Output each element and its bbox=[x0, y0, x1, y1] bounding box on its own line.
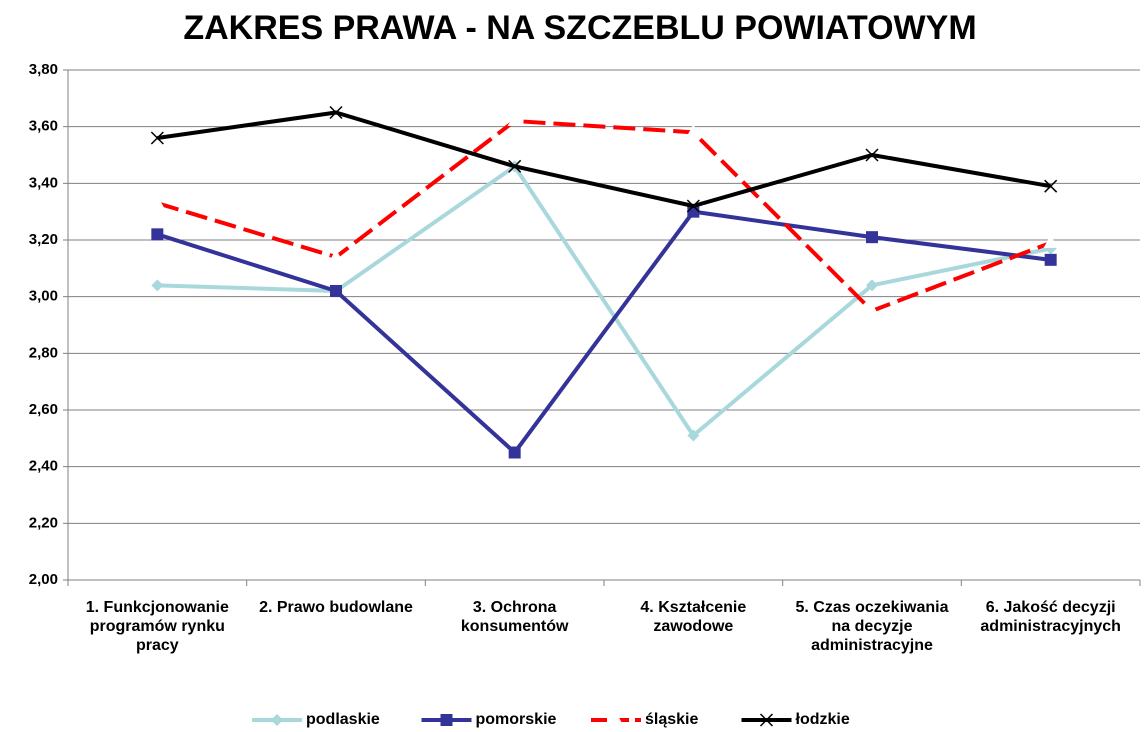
legend-label: śląskie bbox=[645, 711, 698, 728]
legend-item: podlaskie bbox=[252, 711, 380, 728]
y-tick-label: 2,80 bbox=[29, 344, 58, 361]
legend-marker bbox=[609, 712, 623, 725]
marker bbox=[1043, 234, 1058, 248]
x-tick-label: 4. Kształcenie zawodowe bbox=[640, 599, 747, 635]
marker bbox=[507, 113, 522, 126]
y-tick-label: 2,00 bbox=[29, 571, 58, 588]
series-line bbox=[157, 164, 1052, 438]
marker bbox=[329, 105, 343, 120]
y-tick-label: 2,40 bbox=[29, 458, 58, 475]
marker bbox=[508, 159, 522, 173]
marker bbox=[866, 231, 878, 244]
legend-item: śląskie bbox=[591, 711, 698, 728]
legend-marker bbox=[759, 713, 774, 727]
legend-marker bbox=[271, 714, 283, 726]
legend-item: pomorskie bbox=[421, 711, 557, 728]
series-line bbox=[157, 110, 1052, 208]
legend-marker bbox=[440, 714, 453, 726]
marker bbox=[150, 131, 164, 145]
marker bbox=[150, 195, 165, 209]
marker bbox=[330, 285, 342, 297]
marker bbox=[508, 446, 521, 459]
y-tick-label: 3,40 bbox=[29, 174, 58, 191]
marker bbox=[686, 199, 700, 213]
marker bbox=[1044, 253, 1057, 266]
x-tick-label: 5. Czas oczekiwania na decyzje administr… bbox=[795, 599, 949, 654]
x-tick-label: 2. Prawo budowlane bbox=[259, 599, 413, 616]
x-tick-label: 6. Jakość decyzji administracyjnych bbox=[980, 599, 1121, 635]
x-tick-label: 1. Funkcjonowanie programów rynku pracy bbox=[85, 599, 229, 654]
legend-item: łodzkie bbox=[741, 711, 850, 728]
legend-label: podlaskie bbox=[306, 711, 380, 728]
legend-label: pomorskie bbox=[476, 711, 557, 728]
marker bbox=[687, 429, 700, 442]
marker bbox=[686, 124, 701, 138]
x-tick-label: 3. Ochrona konsumentów bbox=[460, 599, 569, 635]
marker bbox=[151, 228, 164, 241]
marker bbox=[151, 279, 164, 292]
y-tick-label: 3,80 bbox=[29, 61, 58, 78]
marker bbox=[865, 148, 879, 162]
y-tick-label: 3,20 bbox=[29, 231, 58, 248]
series-line bbox=[156, 209, 1051, 455]
series-line bbox=[156, 119, 1052, 313]
y-tick-label: 2,20 bbox=[29, 514, 58, 531]
chart-title: ZAKRES PRAWA - NA SZCZEBLU POWIATOWYM bbox=[183, 9, 976, 47]
marker bbox=[329, 249, 343, 262]
y-tick-label: 3,60 bbox=[29, 118, 58, 135]
marker bbox=[1044, 179, 1058, 193]
y-tick-label: 3,00 bbox=[29, 288, 58, 305]
marker bbox=[865, 302, 879, 316]
legend-label: łodzkie bbox=[796, 711, 850, 728]
marker bbox=[866, 279, 878, 292]
y-tick-label: 2,60 bbox=[29, 401, 58, 418]
